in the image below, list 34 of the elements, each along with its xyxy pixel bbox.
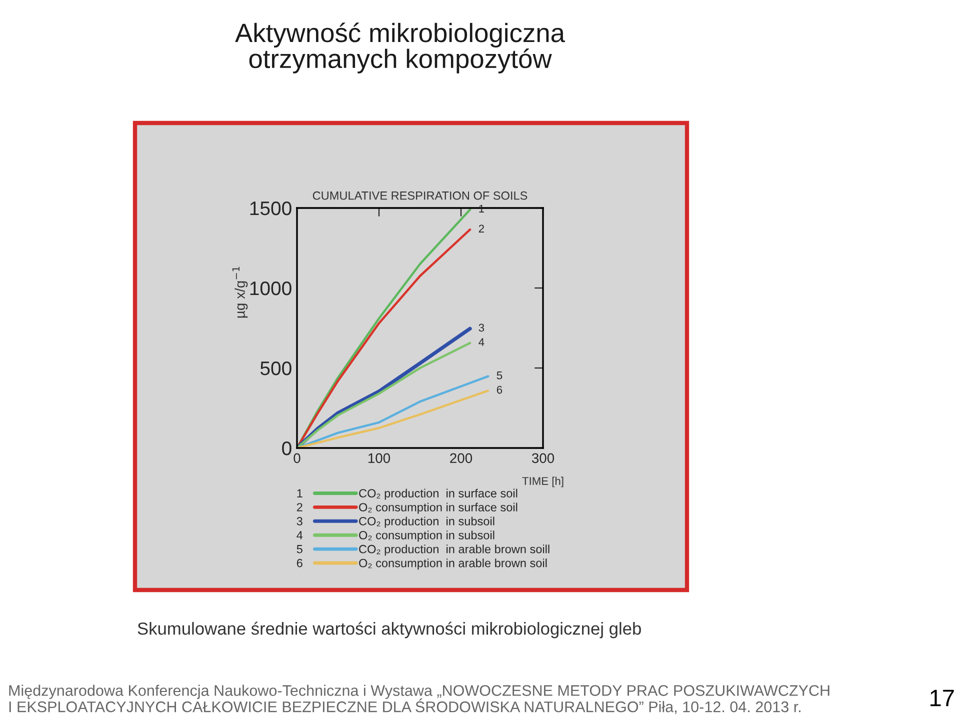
y-tick-label: 500: [260, 361, 292, 376]
legend-label: O₂ consumption in arable brown soil: [359, 558, 547, 570]
y-tick-label: 1500: [250, 201, 292, 216]
x-tick-label: 0: [294, 453, 300, 464]
legend-label: CO₂ production in subsoil: [359, 516, 494, 528]
x-axis-title: TIME [h]: [522, 476, 564, 488]
text: 6: [296, 558, 302, 568]
chart-title: CUMULATIVE RESPIRATION OF SOILS: [312, 191, 528, 200]
text: 3: [296, 517, 302, 526]
text: 1: [297, 489, 302, 498]
text: 2: [296, 503, 302, 512]
line-series: [297, 375, 490, 448]
legend-label: O₂ consumption in surface soil: [359, 502, 518, 514]
text: Skumulowane średnie wartości aktywności mikrobiologicznej gleb: [138, 622, 641, 638]
annotation: 2: [478, 224, 484, 232]
text: 17: [930, 690, 954, 706]
line-series: [297, 390, 490, 448]
y-tick-label: 1000: [250, 281, 292, 296]
text: Międzynarodowa Konferencja Naukowo-Techniczna i Wystawa „NOWOCZESNE METODY PRAC POSZUKIWAWCZYCH I EKSPLOATACYJNYCH CAŁKOWICIE BEZPIECZNE DLA ŚRODOWISKA NATURALNEGO” Piła, 10-12. 04. 2013 r.: [9, 684, 830, 714]
annotation: 5: [496, 372, 502, 380]
x-tick-label: 200: [450, 453, 472, 464]
text: 4: [296, 531, 303, 540]
annotation: 4: [478, 338, 484, 346]
y-axis-title: µg x/g$^{−1}$: [232, 266, 248, 318]
annotation: 1: [479, 204, 484, 212]
annotation: 6: [496, 386, 502, 394]
x-tick-label: 100: [368, 453, 390, 464]
legend-label: CO₂ production in arable brown soill: [359, 544, 550, 556]
legend-label: O₂ consumption in subsoil: [359, 530, 494, 542]
text: 5: [296, 545, 302, 554]
annotation: 3: [478, 324, 484, 332]
x-tick-label: 300: [532, 453, 554, 464]
legend-label: CO₂ production in surface soil: [359, 488, 518, 500]
text: Aktywność mikrobiologiczna otrzymanych kompozytów: [235, 22, 565, 74]
